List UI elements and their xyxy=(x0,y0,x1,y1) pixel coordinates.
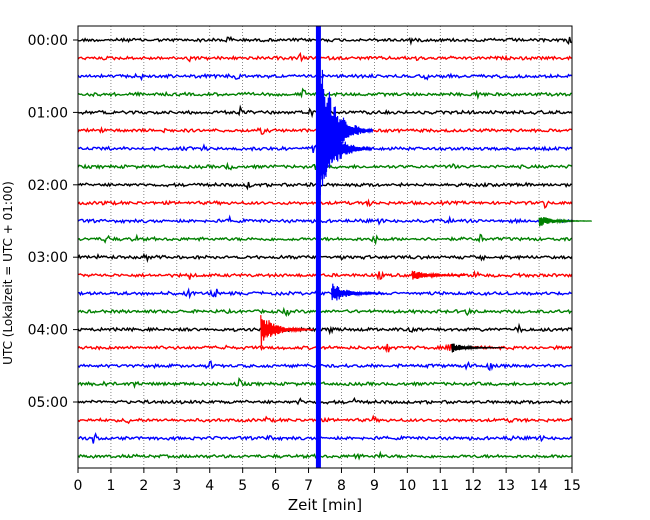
plot-frame xyxy=(77,25,573,469)
trace-20 xyxy=(77,396,573,406)
y-tick-label: 01:00 xyxy=(28,105,68,121)
trace-0 xyxy=(77,35,573,46)
event-6 xyxy=(451,343,505,353)
event-3 xyxy=(260,315,314,347)
trace-17 xyxy=(77,343,573,354)
y-axis-label: UTC (Lokalzeit = UTC + 01:00) xyxy=(1,181,15,365)
trace-23 xyxy=(77,450,573,461)
y-axis-ticks: 00:00 01:00 02:00 03:00 04:00 05:00 xyxy=(28,33,78,411)
y-tick-label: 04:00 xyxy=(28,323,68,339)
trace-18 xyxy=(77,360,573,372)
x-tick-label: 0 xyxy=(74,478,83,494)
trace-22 xyxy=(77,432,573,444)
x-tick-label: 10 xyxy=(398,478,416,494)
x-tick-label: 13 xyxy=(497,478,515,494)
trace-16 xyxy=(77,322,573,336)
x-tick-label: 6 xyxy=(271,478,280,494)
seismogram-traces xyxy=(77,35,573,461)
trace-14 xyxy=(77,287,573,300)
y-tick-label: 00:00 xyxy=(28,33,68,49)
x-tick-label: 3 xyxy=(172,478,181,494)
event-5 xyxy=(411,270,466,280)
trace-1 xyxy=(77,51,573,63)
x-axis-ticks: 0 1 2 3 4 5 6 7 8 9 10 11 12 13 14 15 xyxy=(74,468,581,494)
x-tick-label: 7 xyxy=(304,478,313,494)
x-tick-label: 12 xyxy=(464,478,482,494)
trace-15 xyxy=(77,306,573,318)
trace-10 xyxy=(77,214,573,226)
trace-13 xyxy=(77,269,573,281)
trace-2 xyxy=(77,72,573,82)
x-tick-label: 8 xyxy=(337,478,346,494)
trace-8 xyxy=(77,181,573,191)
x-tick-label: 5 xyxy=(238,478,247,494)
event-2 xyxy=(317,104,372,196)
trace-12 xyxy=(77,252,573,263)
trace-3 xyxy=(77,87,573,101)
trace-21 xyxy=(77,414,573,425)
x-tick-label: 2 xyxy=(139,478,148,494)
x-tick-label: 14 xyxy=(530,478,548,494)
seismic-events xyxy=(260,26,592,468)
x-tick-label: 9 xyxy=(370,478,379,494)
x-tick-label: 15 xyxy=(563,478,581,494)
trace-9 xyxy=(77,198,573,209)
y-tick-label: 05:00 xyxy=(28,395,68,411)
trace-11 xyxy=(77,233,573,246)
event-4 xyxy=(331,283,385,301)
event-7 xyxy=(538,217,592,227)
x-tick-label: 11 xyxy=(431,478,449,494)
event-band xyxy=(315,26,321,468)
x-tick-label: 1 xyxy=(106,478,115,494)
x-axis-label: Zeit [min] xyxy=(288,496,362,514)
y-tick-label: 03:00 xyxy=(28,250,68,266)
y-tick-label: 02:00 xyxy=(28,178,68,194)
trace-19 xyxy=(77,376,573,389)
x-tick-label: 4 xyxy=(205,478,214,494)
